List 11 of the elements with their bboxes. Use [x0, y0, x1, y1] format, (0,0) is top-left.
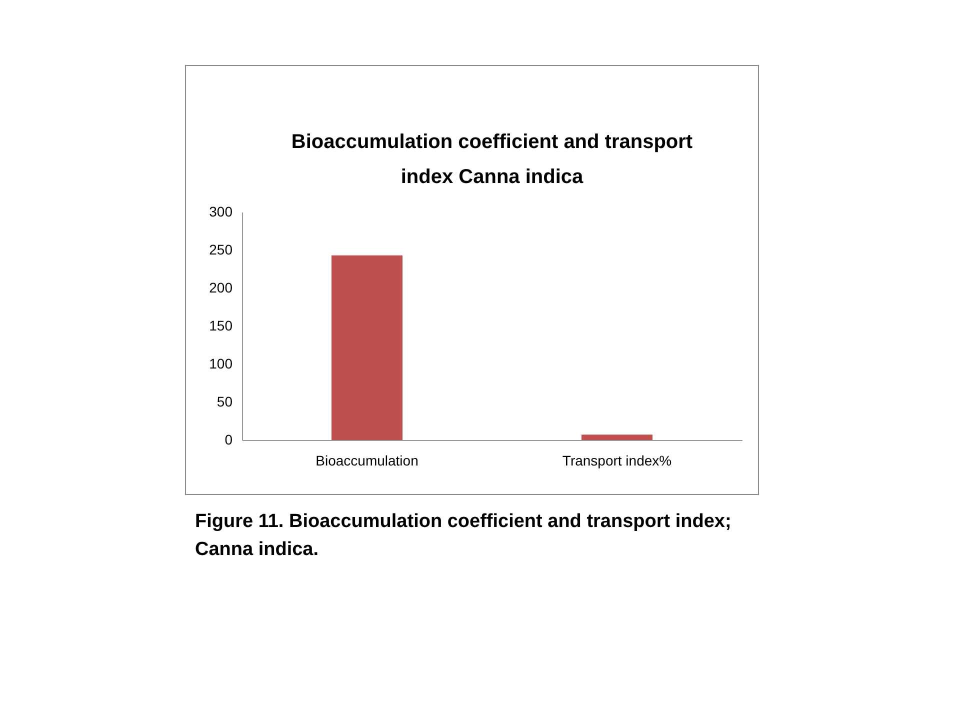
y-tick-label: 0 [224, 432, 233, 448]
caption: Figure 11. Bioaccumulation coefficient and transport index; Canna indica. [195, 510, 732, 562]
y-tick-label: 250 [209, 242, 233, 258]
x-tick-label: Transport index% [562, 452, 672, 468]
y-tick-label: 200 [209, 280, 233, 296]
y-tick-label: 50 [216, 394, 233, 410]
x-tick-label: Bioaccumulation [316, 452, 418, 468]
y-tick-label: 100 [209, 356, 233, 372]
y-tick-label: 300 [209, 204, 233, 220]
chart-title: Bioaccumulation coefficient and transport index Canna indica [291, 131, 693, 188]
y-tick-label: 150 [209, 318, 233, 334]
